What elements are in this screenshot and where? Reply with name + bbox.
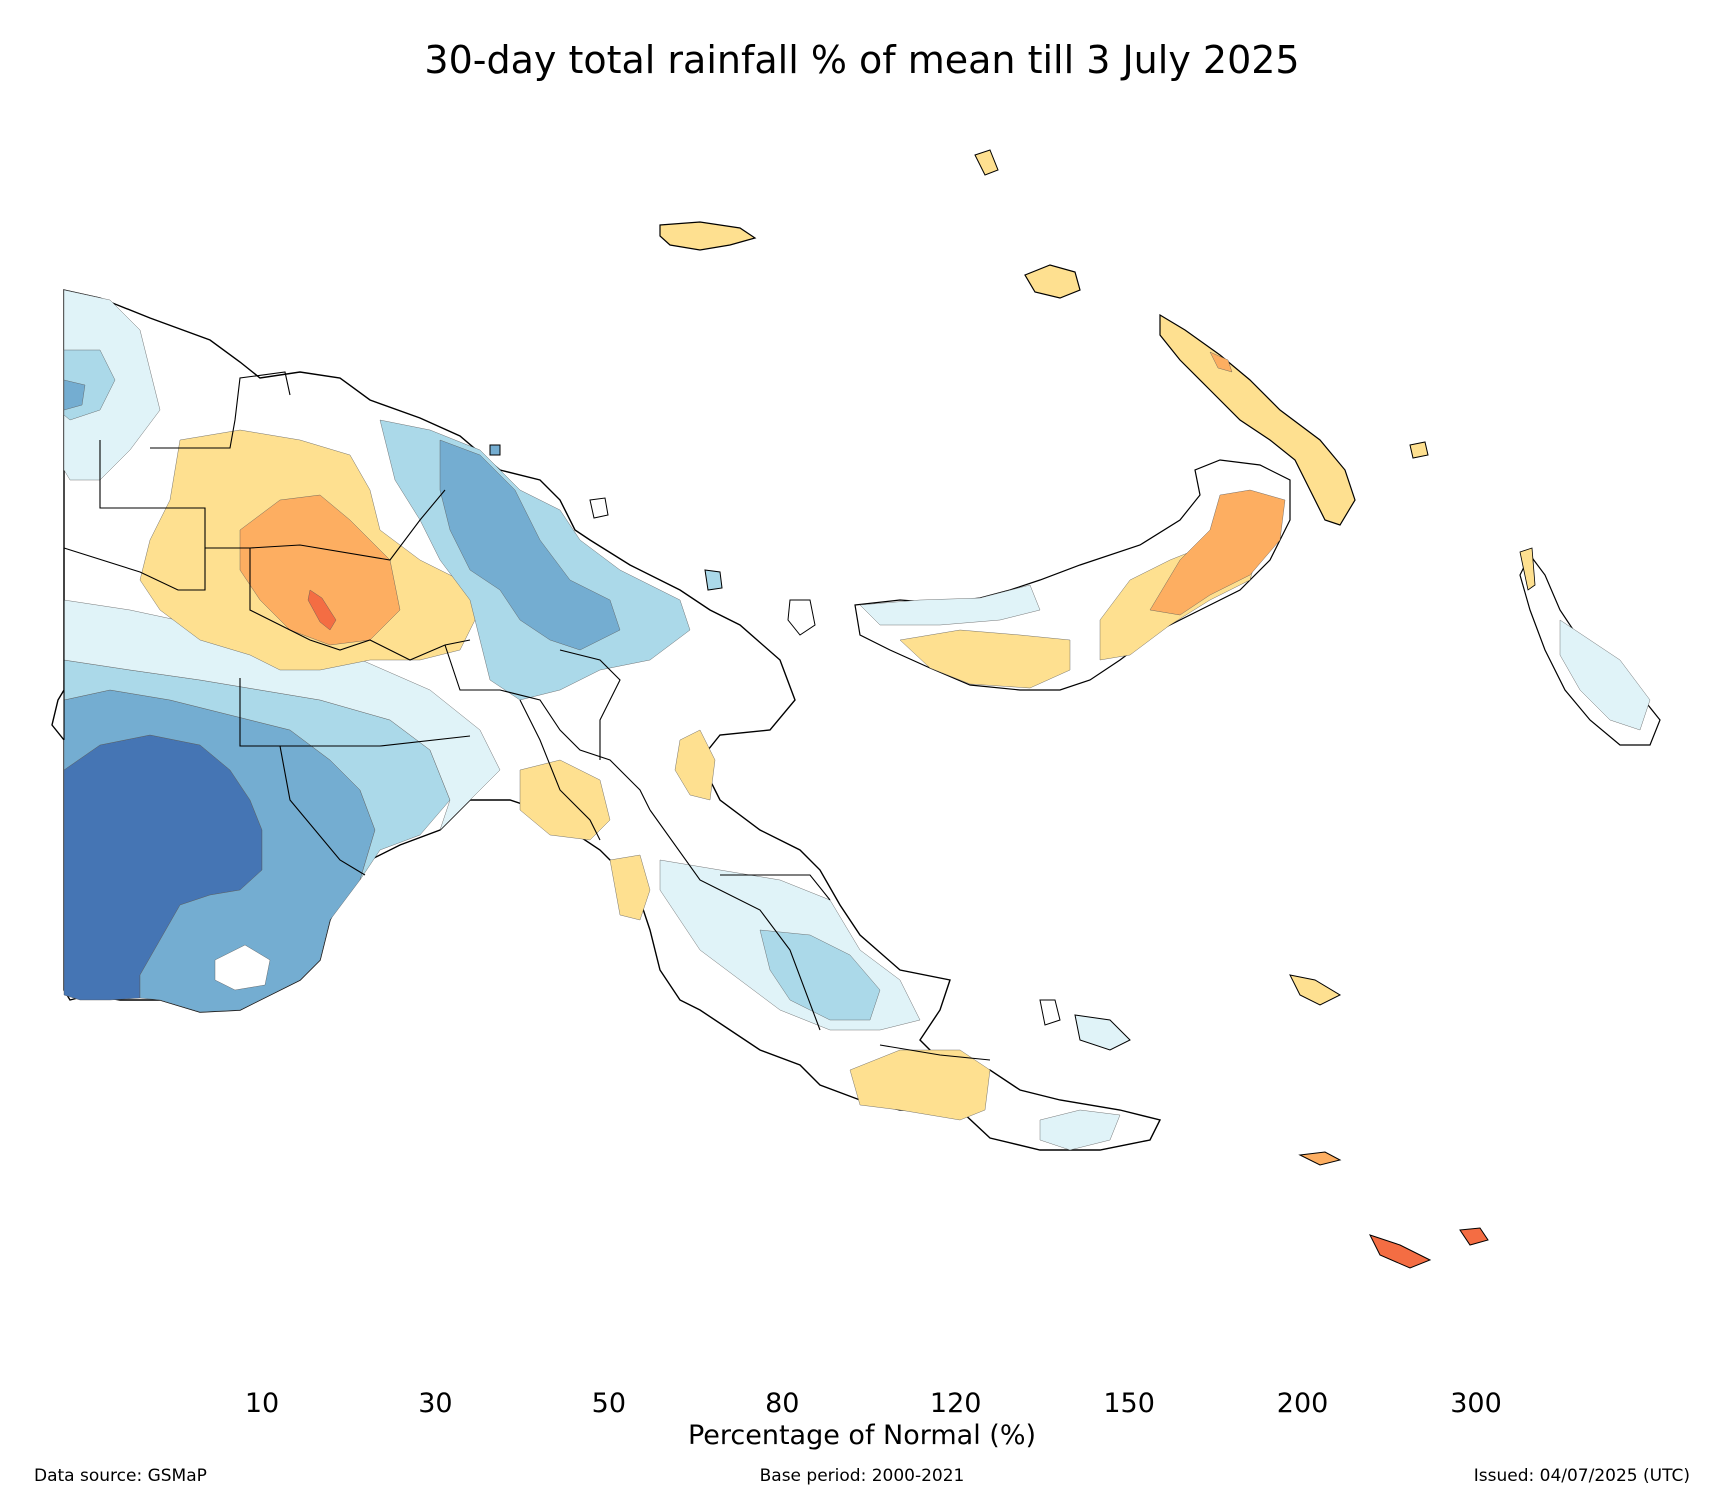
new-hanover-island: [1024, 264, 1081, 299]
island-dry-north: [974, 149, 999, 176]
colorbar-tick-label: 30: [418, 1388, 453, 1419]
colorbar-tick-label: 150: [1103, 1388, 1155, 1419]
boundary-line: [444, 644, 651, 811]
small-islands: [489, 149, 1489, 1269]
colorbar-tick-label: 300: [1450, 1388, 1502, 1419]
zone-200-300-northwest: [63, 379, 86, 411]
map-title: 30-day total rainfall % of mean till 3 J…: [424, 38, 1300, 82]
boundary-line: [239, 678, 471, 747]
colorbar-tick-label: 200: [1276, 1388, 1329, 1419]
boundary-line: [879, 1044, 991, 1061]
zone-30-50-new-britain-east: [1149, 489, 1286, 616]
boundary-line: [649, 809, 821, 1031]
new-britain-island: [854, 459, 1291, 691]
rainfall-map: [51, 149, 1661, 1269]
data-source-note: Data source: GSMaP: [34, 1466, 207, 1486]
zone-50-80-new-britain-south: [899, 629, 1071, 689]
manus-island: [659, 221, 757, 251]
zone-120-150-new-britain-north: [859, 584, 1041, 626]
bougainville-island: [1519, 547, 1661, 746]
boundary-line: [519, 699, 601, 841]
province-boundaries: [63, 371, 991, 1061]
island-trobriand: [1289, 974, 1342, 1006]
zone-50-80-southeast: [849, 1049, 991, 1121]
island-karkar: [589, 497, 609, 519]
colorbar-tick-label: 10: [244, 1388, 280, 1419]
island-dry-east: [1409, 441, 1429, 459]
boundary-line: [279, 745, 366, 876]
colorbar-tick-label: 80: [765, 1388, 800, 1419]
island-woodlark: [1298, 1151, 1342, 1166]
zone-120-150-bougainville: [1559, 619, 1651, 731]
new-ireland-island: [1024, 264, 1356, 526]
mainland-papua-new-guinea: [51, 289, 1162, 1151]
zone-120-150-peninsula: [1039, 1109, 1121, 1151]
zone-50-80-central-south: [519, 759, 611, 841]
colorbar: [0, 0, 1724, 1330]
zone-150-200-east: [759, 929, 881, 1021]
base-period-note: Base period: 2000-2021: [759, 1466, 965, 1486]
island-fergusson: [1074, 1014, 1131, 1051]
island-north-coast: [704, 569, 723, 591]
colorbar-tick-label: 120: [929, 1388, 982, 1419]
boundary-line: [63, 440, 206, 591]
boundary-line: [249, 489, 446, 561]
island-wet-north: [489, 444, 501, 456]
colorbar-tick-label: 50: [591, 1388, 627, 1419]
zone-10-30-highlands: [307, 589, 337, 631]
boundary-line: [150, 371, 291, 449]
boundary-line: [559, 649, 621, 760]
colorbar-label: Percentage of Normal (%): [687, 1420, 1037, 1451]
boundary-line: [720, 874, 831, 901]
zone-50-80-east-coast: [674, 729, 716, 801]
island-sudest: [1369, 1234, 1432, 1269]
zone-30-50-highlands: [239, 494, 401, 646]
zone-50-80-southcoast: [609, 854, 651, 921]
zone-200-300-north: [439, 439, 621, 651]
issued-date-note: Issued: 04/07/2025 (UTC): [1473, 1466, 1690, 1486]
new-ireland-base: [1159, 313, 1356, 526]
zone-80-120-fly-pocket: [214, 944, 271, 991]
island-umboi: [787, 599, 816, 636]
boundary-line: [205, 547, 471, 661]
zone-50-80-buka: [1519, 547, 1536, 591]
island-goodenough: [1039, 999, 1061, 1026]
island-rossel: [1459, 1227, 1489, 1246]
zone-30-50-new-ireland: [1209, 351, 1233, 373]
